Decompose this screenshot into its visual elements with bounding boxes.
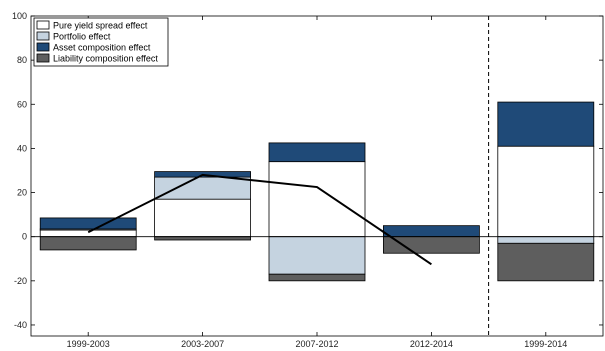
bar-segment — [497, 242, 595, 282]
x-tick-label: 2003-2007 — [181, 339, 224, 349]
bar-segment — [39, 229, 137, 238]
y-tick-label: -40 — [14, 320, 27, 330]
legend-label: Liability composition effect — [53, 54, 158, 64]
legend-label: Portfolio effect — [53, 32, 111, 42]
net-effect-line — [87, 173, 432, 266]
y-tick-label: 80 — [17, 55, 27, 65]
bar-segment — [268, 142, 366, 163]
legend-label: Asset composition effect — [53, 43, 151, 53]
bar-segment — [39, 236, 137, 251]
bar-segment — [154, 176, 252, 200]
bar-segment — [154, 236, 252, 241]
y-tick-label: 0 — [22, 232, 27, 242]
x-tick-label: 1999-2014 — [524, 339, 567, 349]
x-tick-label: 1999-2003 — [67, 339, 110, 349]
legend-swatch — [36, 53, 50, 63]
bar-segment — [39, 217, 137, 230]
bar-segment — [268, 236, 366, 275]
y-tick-label: 100 — [12, 11, 27, 21]
bar-segment — [268, 273, 366, 282]
x-tick-label: 2012-2014 — [410, 339, 453, 349]
bar-segment — [268, 161, 366, 238]
y-tick-label: 40 — [17, 143, 27, 153]
x-tick-label: 2007-2012 — [295, 339, 338, 349]
bar-segment — [382, 225, 480, 238]
bar-segment — [154, 198, 252, 238]
bar-segment — [497, 145, 595, 238]
y-tick-label: -20 — [14, 276, 27, 286]
legend-box — [33, 17, 169, 67]
bar-segment — [497, 236, 595, 244]
legend-swatch — [36, 31, 50, 41]
legend-label: Pure yield spread effect — [53, 21, 148, 31]
bar-segment — [497, 101, 595, 147]
y-tick-label: 20 — [17, 188, 27, 198]
legend-swatch — [36, 20, 50, 30]
legend-swatch — [36, 42, 50, 52]
plot-frame — [30, 15, 604, 337]
bar-segment — [382, 236, 480, 254]
y-tick-label: 60 — [17, 99, 27, 109]
